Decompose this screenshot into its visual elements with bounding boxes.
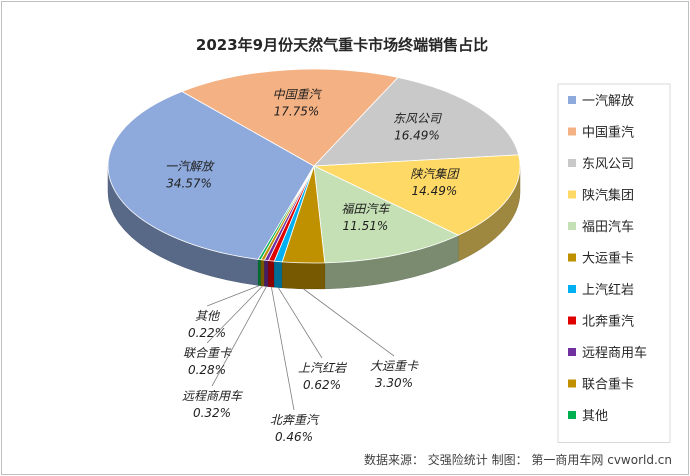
slice-label-name: 一汽解放 <box>165 160 215 174</box>
slice-陕汽集团 <box>313 154 521 236</box>
pie-slices <box>107 68 521 290</box>
leader-line <box>211 286 267 387</box>
legend-swatch <box>568 348 576 356</box>
slice-label-name: 联合重卡 <box>183 346 232 360</box>
legend-entry: 北奔重汽 <box>582 314 634 330</box>
leader-line <box>206 285 260 307</box>
slice-其他 <box>257 165 315 261</box>
slice-label-value: 0.32% <box>193 406 231 420</box>
source-note: 数据来源： 交强险统计 制图： 第一商用车网 cvworld.cn <box>364 452 672 467</box>
slice-label-name: 其他 <box>195 309 221 323</box>
legend-entry: 一汽解放 <box>582 94 634 109</box>
slice-label-name: 北奔重汽 <box>270 413 320 427</box>
slice-side-5 <box>281 261 326 290</box>
slice-label-value: 17.75% <box>274 104 320 118</box>
legend-swatch <box>568 190 576 199</box>
slice-label-value: 14.49% <box>412 184 458 198</box>
slice-中国重汽 <box>181 68 399 167</box>
leader-line <box>206 285 263 344</box>
legend-swatch <box>568 96 576 104</box>
legend-entry: 远程商用车 <box>582 345 647 361</box>
slice-labels: 一汽解放 34.57% 中国重汽 17.75% 东风公司 16.49% 陕汽集团 14.49%… <box>165 87 460 444</box>
legend-entry: 其他 <box>582 409 608 424</box>
legend-swatch <box>568 316 576 325</box>
slice-label-name: 远程商用车 <box>182 389 244 403</box>
slice-label-value: 3.30% <box>375 376 413 390</box>
slice-label-value: 0.22% <box>188 326 226 340</box>
legend-swatch <box>568 411 576 419</box>
slice-label-value: 11.51% <box>342 219 388 233</box>
slice-label-value: 0.28% <box>188 363 226 377</box>
slice-label-value: 16.49% <box>394 128 440 142</box>
slice-label-name: 上汽红岩 <box>298 361 347 375</box>
slice-label-name: 东风公司 <box>393 111 442 125</box>
legend-entry: 东风公司 <box>582 157 634 172</box>
leader-line <box>277 287 323 359</box>
leader-line <box>303 288 395 357</box>
slice-side-10 <box>257 259 262 287</box>
legend-swatch <box>568 222 576 230</box>
legend-swatch <box>568 253 576 262</box>
slice-label-value: 34.57% <box>166 177 212 191</box>
legend-swatch <box>568 285 576 293</box>
slice-side-8 <box>264 259 269 287</box>
legend-box <box>557 83 671 443</box>
legend-swatch <box>568 127 576 136</box>
slice-side-9 <box>260 259 265 287</box>
slice-东风公司 <box>313 76 520 167</box>
legend-swatch <box>568 159 576 167</box>
slice-label-value: 0.46% <box>275 430 313 444</box>
legend-entry: 上汽红岩 <box>582 282 634 298</box>
leader-line <box>270 286 295 411</box>
slice-side-7 <box>268 260 275 288</box>
chart-title: 2023年9月份天然气重卡市场终端销售占比 <box>196 36 488 54</box>
slice-side-6 <box>274 260 283 289</box>
legend-entry: 联合重卡 <box>582 377 634 393</box>
legend-entry: 中国重汽 <box>582 125 634 141</box>
legend-entry: 福田汽车 <box>582 219 634 235</box>
slice-label-name: 陕汽集团 <box>410 167 460 181</box>
legend-entry: 陕汽集团 <box>582 188 634 204</box>
slice-一汽解放 <box>107 91 315 260</box>
legend-swatch <box>568 379 576 388</box>
slice-label-name: 中国重汽 <box>272 87 322 101</box>
slice-label-name: 大运重卡 <box>370 359 419 373</box>
slice-label-name: 福田汽车 <box>341 202 391 216</box>
slice-福田汽车 <box>313 165 460 264</box>
legend-entry: 大运重卡 <box>582 251 634 267</box>
legend: 一汽解放中国重汽东风公司陕汽集团福田汽车大运重卡上汽红岩北奔重汽远程商用车联合重… <box>557 83 671 443</box>
slice-label-value: 0.62% <box>303 378 341 392</box>
